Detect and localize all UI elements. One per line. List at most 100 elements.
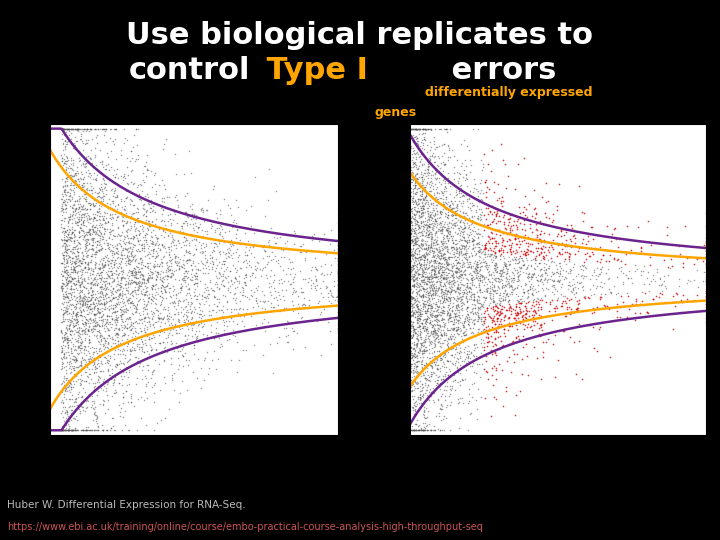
Point bbox=[457, 173, 469, 181]
Point bbox=[121, 213, 132, 221]
Point bbox=[97, 295, 109, 303]
Point bbox=[412, 271, 423, 279]
Point bbox=[128, 220, 140, 228]
Point bbox=[145, 333, 157, 342]
Point bbox=[642, 268, 654, 276]
Point bbox=[452, 399, 464, 408]
Point bbox=[483, 232, 495, 241]
Point bbox=[139, 161, 150, 170]
Point bbox=[91, 189, 103, 198]
Point bbox=[190, 244, 202, 253]
Point bbox=[140, 380, 151, 388]
Point bbox=[179, 318, 190, 327]
Point bbox=[456, 215, 467, 224]
Point bbox=[76, 376, 88, 384]
Point bbox=[487, 315, 498, 324]
Point bbox=[497, 340, 508, 349]
Point bbox=[426, 387, 437, 396]
Point bbox=[300, 253, 311, 262]
Point bbox=[91, 383, 102, 392]
Point bbox=[94, 400, 106, 409]
Point bbox=[161, 267, 172, 276]
Point bbox=[595, 278, 607, 287]
Point bbox=[413, 426, 424, 435]
Point bbox=[126, 224, 138, 232]
Point bbox=[216, 260, 228, 268]
Point bbox=[83, 338, 94, 346]
Point bbox=[495, 197, 507, 205]
Point bbox=[414, 152, 426, 160]
Point bbox=[469, 264, 481, 273]
Point bbox=[136, 345, 148, 353]
Point bbox=[107, 335, 118, 343]
Point bbox=[642, 309, 654, 318]
Point bbox=[131, 339, 143, 348]
Point bbox=[438, 320, 449, 328]
Point bbox=[60, 335, 72, 344]
Point bbox=[408, 261, 419, 270]
Point bbox=[485, 291, 496, 300]
Point bbox=[436, 210, 447, 218]
Point bbox=[700, 260, 711, 268]
Point bbox=[507, 239, 518, 247]
Point bbox=[534, 296, 546, 305]
Point bbox=[431, 250, 443, 259]
Point bbox=[424, 212, 436, 220]
Point bbox=[535, 305, 546, 313]
Point bbox=[189, 349, 200, 358]
Point bbox=[68, 144, 79, 152]
Point bbox=[59, 236, 71, 245]
Point bbox=[462, 320, 474, 329]
Point bbox=[667, 292, 679, 300]
Point bbox=[674, 282, 685, 291]
Point bbox=[444, 311, 455, 320]
Point bbox=[202, 196, 213, 205]
Point bbox=[462, 290, 473, 299]
Point bbox=[405, 343, 416, 352]
Point bbox=[66, 139, 78, 148]
Point bbox=[109, 388, 120, 397]
Point bbox=[562, 294, 573, 302]
Point bbox=[72, 208, 84, 217]
Point bbox=[431, 315, 442, 323]
Point bbox=[438, 279, 450, 287]
Text: Huber W. Differential Expression for RNA-Seq.: Huber W. Differential Expression for RNA… bbox=[7, 500, 246, 510]
Point bbox=[451, 326, 462, 334]
Point bbox=[91, 349, 103, 357]
Point bbox=[507, 268, 518, 277]
Point bbox=[69, 320, 81, 329]
Point bbox=[588, 308, 599, 316]
Point bbox=[406, 272, 418, 280]
Point bbox=[503, 292, 514, 301]
Point bbox=[73, 217, 84, 225]
Point bbox=[223, 226, 235, 235]
Point bbox=[409, 247, 420, 255]
Point bbox=[469, 346, 480, 355]
Point bbox=[146, 369, 158, 378]
Point bbox=[122, 217, 133, 225]
Point bbox=[540, 284, 552, 293]
Point bbox=[67, 426, 78, 435]
Point bbox=[112, 336, 124, 345]
Point bbox=[79, 300, 91, 308]
Point bbox=[488, 287, 500, 296]
Point bbox=[122, 346, 133, 355]
Point bbox=[405, 217, 417, 225]
Point bbox=[441, 233, 453, 242]
Point bbox=[442, 326, 454, 335]
Point bbox=[410, 420, 422, 428]
Point bbox=[426, 230, 438, 238]
Point bbox=[66, 317, 78, 326]
Point bbox=[105, 290, 117, 299]
Point bbox=[163, 242, 175, 251]
Point bbox=[518, 324, 529, 333]
Point bbox=[60, 406, 72, 415]
Point bbox=[700, 276, 711, 285]
Point bbox=[295, 313, 307, 322]
Point bbox=[603, 257, 615, 266]
Point bbox=[518, 153, 530, 162]
Point bbox=[63, 171, 74, 180]
Point bbox=[60, 227, 71, 236]
Point bbox=[407, 237, 418, 245]
Point bbox=[443, 248, 454, 256]
